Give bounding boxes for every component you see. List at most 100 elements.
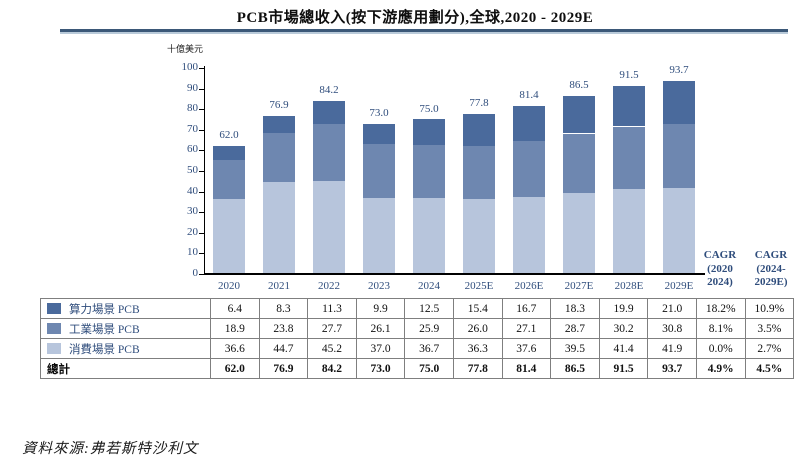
table-cell: 75.0 [405,359,454,379]
y-axis-tick-label: 50 [187,164,198,176]
bar-total-label: 76.9 [269,98,289,111]
y-axis-tick [199,88,205,90]
legend-swatch-consumer-pcb [47,343,61,354]
bar-segment-compute-pcb [613,85,645,127]
cagr-header-2020-2024: CAGR (2020 2024) [697,249,743,290]
table-cell: 39.5 [551,339,600,359]
bar-segment-consumer-pcb [663,187,695,274]
table-cell: 8.1% [696,319,746,339]
chart-title: PCB市場總收入(按下游應用劃分),全球,2020 - 2029E [236,10,594,26]
y-axis-tick [199,171,205,172]
y-axis-tick [199,212,205,214]
table-cell: 26.1 [356,319,406,339]
bar-total-label: 86.5 [569,78,589,91]
bar-total-label: 84.2 [319,83,339,96]
bar-segment-consumer-pcb [263,181,295,274]
cagr-header-line: 2029E) [754,276,788,288]
cagr-header-line: (2024- [756,262,786,275]
table-cell: 23.8 [259,319,309,339]
bar-segment-industrial-pcb [463,145,495,200]
y-axis-tick-label: 80 [187,102,198,115]
bar-segment-compute-pcb [463,113,495,146]
table-row-label-text: 消費場景 PCB [69,343,140,356]
table-cell: 16.7 [502,299,552,319]
table-cell: 18.3 [551,299,600,319]
bar-segment-consumer-pcb [463,199,495,274]
y-axis-tick [199,191,205,193]
table-cell: 62.0 [211,359,260,379]
y-axis-tick [199,253,205,255]
bar-segment-industrial-pcb [363,144,395,198]
bar-segment-consumer-pcb [613,188,645,274]
table-cell: 19.9 [599,299,649,319]
table-cell: 8.3 [259,299,309,319]
y-axis-tick [199,150,205,152]
y-axis-tick [199,68,205,69]
table-cell: 36.6 [211,339,260,359]
x-axis-category-label: 2029E [664,280,694,292]
table-cell: 36.7 [405,339,454,359]
bar-segment-compute-pcb [413,119,445,146]
y-axis-tick [199,232,205,234]
bar-segment-industrial-pcb [263,132,295,182]
table-row-label-consumer-pcb: 消費場景 PCB [41,339,211,359]
table-cell: 9.9 [356,299,406,319]
bar-segment-industrial-pcb [613,126,645,189]
table-cell: 44.7 [259,339,309,359]
bar-segment-industrial-pcb [213,159,245,199]
x-axis-category-label: 2026E [514,280,544,292]
title-divider [60,29,788,32]
bar-total-label: 73.0 [369,106,389,119]
table-row-label-compute-pcb: 算力場景 PCB [41,299,211,319]
table-row-label-industrial-pcb: 工業場景 PCB [41,319,211,339]
table-cell: 0.0% [696,339,746,359]
bar-segment-consumer-pcb [363,197,395,274]
table-cell: 41.4 [599,339,649,359]
bar-total-label: 75.0 [419,102,439,115]
bar-segment-consumer-pcb [413,198,445,274]
bar-total-label: 77.8 [469,96,489,109]
table-cell: 81.4 [502,359,552,379]
x-axis-category-label: 2027E [564,280,594,292]
table-cell: 25.9 [405,319,454,339]
x-axis-category-label: 2022 [318,280,340,292]
cagr-header-line: CAGR [754,249,788,261]
y-axis-unit-label: 十億美元 [167,44,204,54]
y-axis-tick-label: 30 [187,205,198,218]
source-note: 資料來源:弗若斯特沙利文 [22,441,199,457]
table-cell: 73.0 [356,359,406,379]
bar-segment-industrial-pcb [663,124,695,188]
x-axis-category-label: 2024 [418,280,440,292]
y-axis-tick-label: 20 [187,225,198,238]
table-cell: 26.0 [453,319,503,339]
legend-swatch-compute-pcb [47,303,61,314]
table-cell: 2.7% [745,339,795,359]
table-cell: 93.7 [648,359,697,379]
bar-segment-industrial-pcb [413,145,445,199]
bar-total-label: 91.5 [619,68,639,81]
bar-total-label: 93.7 [669,63,689,76]
bar-segment-industrial-pcb [313,123,345,181]
table-cell: 45.2 [308,339,357,359]
data-table: 算力場景 PCB 6.4 8.3 11.3 9.9 12.5 15.4 16.7 18.3 19.… [40,298,795,379]
table-row-label-text: 工業場景 PCB [69,323,140,336]
x-axis-category-label: 2021 [268,280,290,292]
legend-swatch-industrial-pcb [47,323,61,334]
bar-segment-consumer-pcb [313,180,345,274]
title-divider-shadow [60,32,788,34]
bar-segment-consumer-pcb [213,198,245,274]
table-cell: 4.9% [696,359,746,379]
cagr-header-2024-2029e: CAGR (2024- 2029E) [746,249,796,290]
table-cell: 77.8 [453,359,503,379]
table-cell: 76.9 [259,359,309,379]
bar-segment-industrial-pcb [513,140,545,197]
table-cell: 37.6 [502,339,552,359]
table-cell: 30.8 [648,319,697,339]
table-cell: 18.2% [696,299,746,319]
y-axis-tick-label: 60 [187,143,198,156]
y-axis-tick [199,129,205,131]
x-axis-category-label: 2028E [614,280,644,292]
x-axis-category-label: 2025E [464,280,494,292]
table-cell: 21.0 [648,299,697,319]
